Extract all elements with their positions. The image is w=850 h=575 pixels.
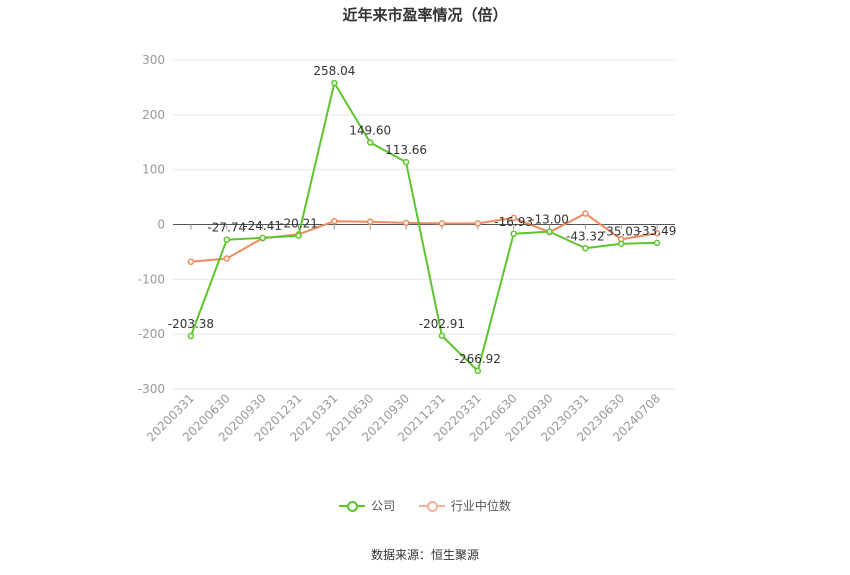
y-tick-label: -200: [138, 327, 165, 341]
data-point-industry-median: [366, 218, 374, 226]
data-point-company: [474, 367, 482, 375]
y-tick-label: 300: [142, 53, 165, 67]
chart-title: 近年来市盈率情况（倍）: [342, 6, 508, 24]
data-label-company: 258.04: [313, 64, 355, 78]
data-label-company: -13.00: [530, 213, 569, 227]
data-point-industry-median: [474, 220, 482, 227]
source-note: 数据来源：恒生聚源: [370, 548, 479, 562]
legend-label-company: 公司: [371, 499, 396, 513]
grid-lines: [173, 59, 675, 390]
y-tick-label: -300: [138, 382, 165, 396]
data-label-company: -43.32: [566, 229, 605, 243]
data-label-company: -24.41: [243, 219, 282, 233]
data-point-company: [223, 236, 231, 243]
legend-item-industry-median[interactable]: 行业中位数: [418, 497, 511, 514]
data-label-company: -35.03: [602, 225, 641, 239]
data-point-industry-median: [582, 210, 589, 217]
data-label-company: -16.93: [494, 215, 533, 229]
data-label-company: -266.92: [455, 352, 501, 366]
data-point-industry-median: [438, 220, 446, 227]
legend-marker-industry-median: [418, 499, 445, 513]
data-label-company: -20.21: [279, 217, 318, 231]
data-point-company: [259, 234, 266, 242]
data-point-company: [187, 332, 195, 340]
data-label-company: -202.91: [419, 317, 465, 331]
data-point-company: [582, 245, 589, 252]
data-label-company: -27.74: [207, 221, 246, 235]
data-labels: -203.38 -27.74-24.41-20.21 258.04 149.60 113…: [168, 64, 677, 366]
data-point-company: [510, 230, 517, 238]
data-point-company: [366, 139, 374, 146]
y-tick-label: 200: [142, 108, 165, 122]
data-label-company: 149.60: [349, 123, 391, 137]
data-point-industry-median: [331, 217, 338, 225]
legend-item-company[interactable]: 公司: [339, 497, 395, 514]
y-tick-label: -100: [138, 272, 165, 286]
data-point-industry-median: [653, 230, 661, 237]
data-point-company: [617, 240, 625, 247]
data-label-company: 113.66: [385, 143, 427, 157]
data-label-company: -203.38: [168, 317, 214, 331]
legend[interactable]: 公司 行业中位数: [0, 497, 850, 516]
data-point-industry-median: [223, 255, 231, 262]
data-point-company: [546, 228, 553, 235]
data-label-company: -33.49: [638, 224, 677, 238]
data-point-company: [653, 239, 661, 247]
series-lines: [187, 79, 661, 375]
series-line-company: [189, 82, 658, 372]
data-point-industry-median: [187, 258, 195, 266]
data-point-company: [402, 158, 410, 166]
data-point-industry-median: [510, 214, 517, 222]
legend-marker-company: [339, 499, 366, 513]
y-tick-label: 0: [157, 218, 165, 232]
legend-label-industry-median: 行业中位数: [450, 499, 511, 513]
data-point-company: [438, 332, 446, 340]
data-point-industry-median: [402, 219, 410, 227]
data-point-company: [331, 79, 338, 87]
data-point-company: [295, 232, 302, 239]
y-tick-label: 100: [142, 163, 165, 177]
